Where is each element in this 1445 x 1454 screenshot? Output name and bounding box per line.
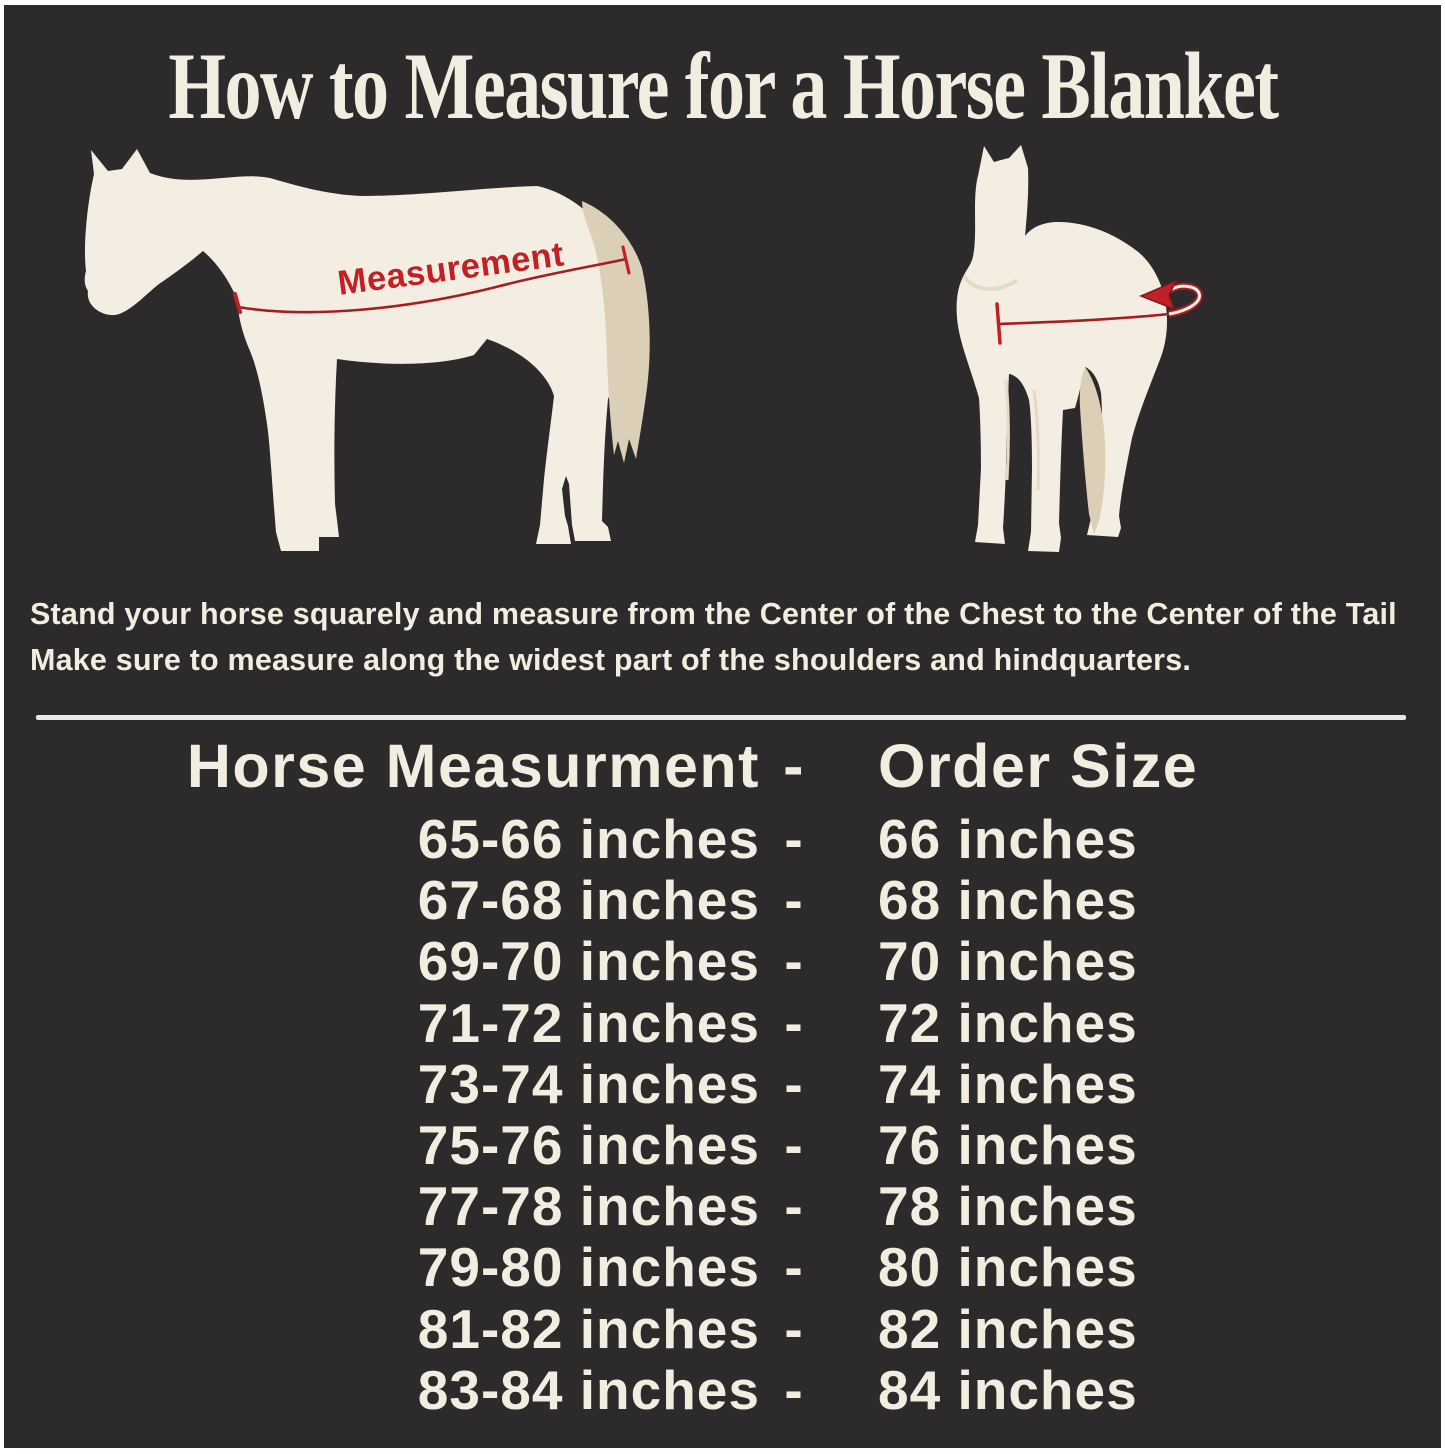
divider-line	[36, 715, 1406, 720]
row-horse-measurement: 75-76 inches	[417, 1114, 760, 1177]
row-horse-measurement: 79-80 inches	[417, 1236, 760, 1299]
row-horse-measurement: 81-82 inches	[417, 1297, 760, 1360]
size-table-row: 65-66 inches - 66 inches	[4, 808, 1441, 870]
measurement-tick-tail	[621, 245, 631, 275]
row-separator: -	[784, 808, 804, 870]
row-order-size: 72 inches	[878, 991, 1138, 1054]
front-horse-body	[956, 145, 1167, 552]
size-table-header: Horse Measurment - Order Size	[4, 729, 1441, 803]
girth-line	[998, 312, 1170, 326]
row-horse-measurement: 83-84 inches	[417, 1358, 760, 1421]
header-order-size: Order Size	[878, 732, 1199, 800]
side-view-horse-illustration	[84, 149, 650, 551]
row-order-size: 80 inches	[878, 1236, 1138, 1299]
side-view-horse: Measurement	[70, 143, 670, 568]
row-horse-measurement: 71-72 inches	[417, 991, 760, 1054]
row-separator: -	[784, 1114, 804, 1177]
row-separator: -	[784, 991, 804, 1054]
size-table-row: 71-72 inches - 72 inches	[4, 991, 1441, 1054]
girth-arrowhead	[1139, 279, 1178, 311]
front-horse-tail	[1079, 367, 1106, 534]
size-table-row: 81-82 inches - 82 inches	[4, 1297, 1441, 1360]
size-table-row: 73-74 inches - 74 inches	[4, 1052, 1441, 1115]
row-separator: -	[784, 1052, 804, 1115]
front-view-horse-illustration	[956, 145, 1203, 552]
size-table-row: 77-78 inches - 78 inches	[4, 1176, 1441, 1237]
measurement-line	[237, 257, 627, 314]
page-title: How to Measure for a Horse Blanket	[4, 39, 1441, 134]
row-order-size: 74 inches	[878, 1052, 1138, 1115]
row-separator: -	[784, 1236, 804, 1299]
side-horse-body	[84, 149, 624, 551]
row-order-size: 78 inches	[878, 1175, 1138, 1238]
size-table-row: 69-70 inches - 70 inches	[4, 931, 1441, 992]
row-separator: -	[784, 930, 804, 993]
instructions-text: Stand your horse squarely and measure fr…	[30, 591, 1440, 683]
front-horse-leg-shading-left	[1004, 379, 1010, 481]
size-table-row: 79-80 inches - 80 inches	[4, 1237, 1441, 1298]
size-table-row: 67-68 inches - 68 inches	[4, 870, 1441, 931]
side-horse-tail	[582, 201, 650, 463]
row-order-size: 82 inches	[878, 1297, 1138, 1360]
girth-loop-ribbon-inner	[1161, 284, 1201, 316]
row-separator: -	[784, 869, 804, 932]
size-table-row: 75-76 inches - 76 inches	[4, 1114, 1441, 1177]
header-horse-measurement: Horse Measurment	[186, 732, 760, 800]
front-view-horse	[951, 138, 1211, 566]
girth-line-tick	[995, 302, 1002, 345]
size-table-row: 83-84 inches - 84 inches	[4, 1358, 1441, 1421]
measurement-tick-chest	[233, 292, 242, 314]
front-horse-muzzle-shading	[962, 274, 1019, 292]
size-table-rows: 65-66 inches - 66 inches 67-68 inches - …	[4, 808, 1441, 1421]
row-horse-measurement: 77-78 inches	[417, 1175, 760, 1238]
row-order-size: 76 inches	[878, 1114, 1138, 1177]
row-order-size: 68 inches	[878, 869, 1138, 932]
instruction-line-1: Stand your horse squarely and measure fr…	[30, 597, 1397, 631]
infographic-panel: How to Measure for a Horse Blanket Measu…	[4, 5, 1441, 1448]
row-order-size: 70 inches	[878, 930, 1138, 993]
row-separator: -	[784, 1358, 804, 1421]
row-separator: -	[784, 1175, 804, 1238]
row-horse-measurement: 65-66 inches	[417, 808, 760, 870]
header-separator: -	[783, 732, 805, 800]
row-horse-measurement: 73-74 inches	[417, 1052, 760, 1115]
row-order-size: 66 inches	[878, 808, 1138, 870]
row-separator: -	[784, 1297, 804, 1360]
instruction-line-2: Make sure to measure along the widest pa…	[30, 643, 1192, 677]
row-order-size: 84 inches	[878, 1358, 1138, 1421]
page-title-text: How to Measure for a Horse Blanket	[167, 33, 1279, 139]
row-horse-measurement: 67-68 inches	[417, 869, 760, 932]
front-horse-leg-shading-right	[1032, 389, 1040, 491]
row-horse-measurement: 69-70 inches	[417, 930, 760, 993]
